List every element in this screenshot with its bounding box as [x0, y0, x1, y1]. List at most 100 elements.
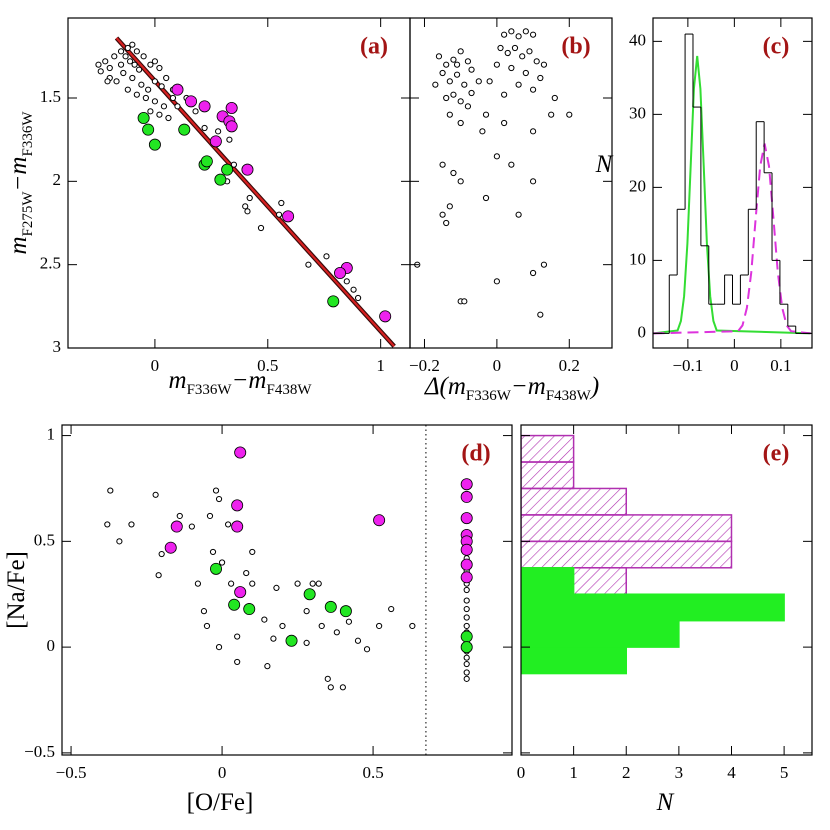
filled-point [339, 605, 352, 618]
axis-label-part: m [169, 367, 187, 394]
axis-label-subscript: F336W [466, 388, 512, 404]
open-point [345, 618, 353, 625]
open-point [529, 269, 537, 277]
open-point [145, 86, 152, 93]
filled-point [214, 173, 227, 186]
open-point [230, 161, 238, 168]
filled-point [142, 123, 155, 136]
open-point [529, 128, 537, 135]
axis-label-subscript: F438W [546, 388, 592, 404]
x-tick-label: 0 [218, 763, 227, 782]
open-point [165, 114, 172, 122]
open-point [350, 286, 357, 293]
open-point [113, 78, 120, 85]
x-tick-label: −0.5 [56, 763, 87, 782]
axis-label-subscript: F438W [267, 382, 313, 398]
open-point [497, 44, 504, 52]
open-point [333, 629, 340, 636]
open-point [511, 44, 519, 52]
filled-point [164, 541, 177, 554]
open-point [140, 53, 147, 60]
open-point [339, 684, 346, 691]
filled-point [170, 520, 183, 533]
open-point [461, 298, 468, 305]
open-point [529, 31, 537, 38]
open-point [463, 586, 470, 594]
open-point [120, 69, 127, 77]
open-point [443, 94, 450, 102]
open-point [155, 572, 162, 579]
y-tick-label: 3 [53, 337, 62, 356]
open-point [305, 261, 312, 268]
open-point [206, 512, 214, 520]
open-point [463, 660, 470, 668]
filled-point [460, 478, 473, 491]
open-point [215, 128, 222, 135]
open-point [376, 622, 383, 630]
open-point [215, 495, 223, 503]
open-point [176, 512, 183, 520]
open-point [504, 49, 511, 57]
open-point [450, 56, 457, 63]
open-point [303, 639, 310, 646]
axis-label: mF275W−mF336W [5, 111, 36, 255]
open-point [432, 81, 439, 88]
open-point [147, 61, 154, 68]
open-point [446, 111, 453, 118]
frame [61, 424, 513, 756]
x-tick-label: 0 [517, 763, 526, 782]
open-point [446, 203, 453, 210]
open-point [234, 658, 241, 666]
open-point [116, 538, 123, 545]
fit-line [115, 37, 396, 348]
open-point [508, 64, 515, 72]
histogram-bar [521, 487, 627, 516]
open-point [522, 69, 529, 77]
filled-point [460, 571, 473, 584]
y-tick-label: 1.5 [40, 87, 61, 106]
filled-point [282, 210, 295, 223]
x-tick-label: 0 [730, 356, 739, 375]
open-point [242, 203, 249, 210]
axis-label-part: Δ(m [424, 373, 466, 400]
open-point [309, 580, 316, 587]
open-point [133, 48, 140, 55]
open-point [104, 78, 111, 85]
open-point [529, 86, 537, 93]
x-tick-label: 3 [675, 763, 684, 782]
open-point [443, 61, 450, 68]
open-point [388, 605, 395, 613]
filled-point [373, 514, 386, 527]
panel: 0 0.5 1 1.5 2 2.5 3 (a) [40, 17, 411, 375]
open-point [479, 128, 486, 135]
open-point [526, 48, 533, 55]
open-point [315, 580, 322, 587]
x-tick-label: 0.1 [770, 356, 791, 375]
x-tick-label: −0.2 [409, 356, 440, 375]
filled-point [228, 598, 241, 611]
open-point [249, 548, 256, 556]
axis-label-part: −m [232, 367, 267, 394]
panel-label: (d) [461, 441, 490, 467]
x-tick-label: −0.1 [672, 356, 703, 375]
filled-point [221, 163, 234, 176]
panel-label: (e) [763, 441, 790, 467]
axis-label-part: −m [511, 373, 546, 400]
filled-point [225, 120, 238, 133]
open-point [457, 48, 464, 55]
open-point [551, 94, 558, 102]
y-tick-label: 2 [53, 170, 62, 189]
filled-point [234, 446, 247, 459]
x-tick-label: 0.5 [257, 356, 278, 375]
y-tick-label: 2.5 [40, 254, 61, 273]
filled-point [225, 102, 238, 115]
axis-label-part: ) [589, 373, 599, 400]
filled-point [178, 123, 191, 136]
panel-label: (c) [763, 34, 790, 60]
x-tick-label: 2 [622, 763, 631, 782]
histogram-bar [521, 540, 733, 569]
open-point [450, 169, 457, 177]
open-point [169, 94, 177, 102]
open-point [136, 66, 143, 73]
axis-label-part: m [5, 236, 32, 254]
